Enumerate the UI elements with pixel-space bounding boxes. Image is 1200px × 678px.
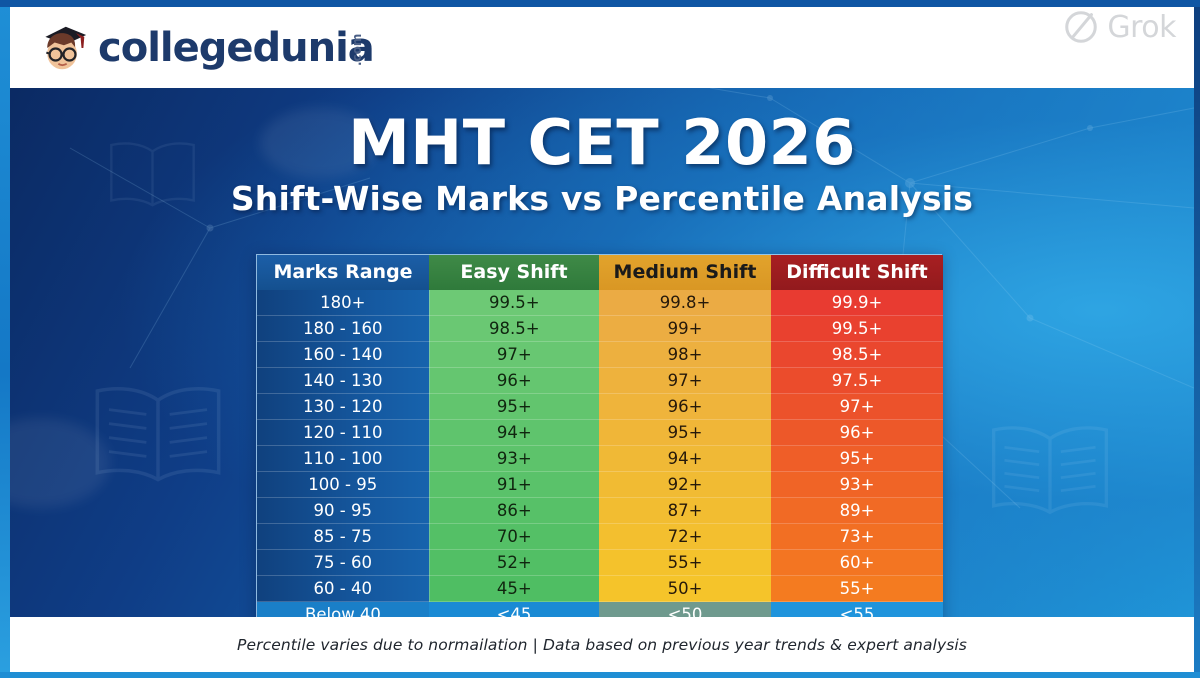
cell-easy-shift: 96+: [429, 367, 599, 394]
column-header-difficult-shift: Difficult Shift: [771, 255, 943, 290]
cell-difficult-shift: <55: [771, 601, 943, 617]
page-subtitle: Shift-Wise Marks vs Percentile Analysis: [230, 179, 974, 219]
table-row: 110 - 100 93+ 94+ 95+: [257, 445, 943, 472]
cell-difficult-shift: 95+: [771, 445, 943, 472]
cell-medium-shift: 50+: [599, 575, 771, 602]
cell-marks-range: 180+: [257, 290, 430, 316]
cell-difficult-shift: 55+: [771, 575, 943, 602]
light-blob: [260, 108, 380, 178]
cell-medium-shift: 95+: [599, 419, 771, 446]
table-header-row: Marks Range Easy Shift Medium Shift Diff…: [257, 255, 943, 290]
table-row: 85 - 75 70+ 72+ 73+: [257, 523, 943, 550]
cell-easy-shift: 91+: [429, 471, 599, 498]
open-book-icon: [110, 142, 195, 207]
cell-medium-shift: 94+: [599, 445, 771, 472]
cell-easy-shift: 95+: [429, 393, 599, 420]
cell-marks-range: 60 - 40: [257, 575, 430, 602]
page-title: MHT CET 2026: [348, 106, 856, 179]
cell-medium-shift: 55+: [599, 549, 771, 576]
frame-accent-right: [1194, 0, 1200, 678]
frame-accent-top: [0, 0, 1200, 7]
cell-marks-range: Below 40: [257, 601, 429, 617]
cell-difficult-shift: 98.5+: [771, 341, 943, 368]
table-row: 120 - 110 94+ 95+ 96+: [257, 419, 943, 446]
title-block: MHT CET 2026 Shift-Wise Marks vs Percent…: [10, 110, 1194, 218]
table-row: 60 - 40 45+ 50+ 55+: [257, 575, 943, 602]
table-row: Below 40 <45 <50 <55: [257, 601, 943, 617]
brand-tld: .com: [350, 33, 365, 66]
cell-marks-range: 120 - 110: [257, 419, 430, 446]
open-book-icon: [95, 387, 221, 482]
cell-medium-shift: 92+: [599, 471, 771, 498]
cell-marks-range: 100 - 95: [257, 471, 430, 498]
cell-easy-shift: 99.5+: [429, 290, 599, 316]
cell-marks-range: 85 - 75: [257, 523, 430, 550]
column-header-medium-shift: Medium Shift: [599, 255, 771, 290]
brand-logo[interactable]: collegedunia .com: [38, 22, 375, 74]
cell-easy-shift: 98.5+: [429, 315, 599, 342]
cell-easy-shift: 45+: [429, 575, 599, 602]
cell-difficult-shift: 73+: [771, 523, 943, 550]
cell-easy-shift: <45: [429, 601, 599, 617]
disclaimer-note: Percentile varies due to normailation | …: [237, 635, 967, 654]
cell-easy-shift: 86+: [429, 497, 599, 524]
cell-marks-range: 110 - 100: [257, 445, 430, 472]
table-row: 90 - 95 86+ 87+ 89+: [257, 497, 943, 524]
graduate-student-avatar-icon: [45, 26, 87, 69]
cell-medium-shift: 98+: [599, 341, 771, 368]
cell-medium-shift: 99.8+: [599, 290, 771, 316]
frame-accent-left: [0, 0, 10, 678]
table-row: 140 - 130 96+ 97+ 97.5+: [257, 367, 943, 394]
cell-marks-range: 140 - 130: [257, 367, 430, 394]
grok-watermark: Grok: [1062, 8, 1176, 46]
cell-marks-range: 160 - 140: [257, 341, 430, 368]
cell-medium-shift: <50: [599, 601, 771, 617]
cell-difficult-shift: 89+: [771, 497, 943, 524]
cell-easy-shift: 70+: [429, 523, 599, 550]
brand-name-text: collegedunia: [98, 24, 375, 71]
cell-marks-range: 90 - 95: [257, 497, 430, 524]
frame-accent-bottom: [0, 672, 1200, 678]
brand-name: collegedunia .com: [98, 24, 375, 71]
grok-label: Grok: [1107, 9, 1176, 45]
cell-difficult-shift: 96+: [771, 419, 943, 446]
cell-marks-range: 180 - 160: [257, 315, 430, 342]
table-row: 130 - 120 95+ 96+ 97+: [257, 393, 943, 420]
hero-stage: MHT CET 2026 Shift-Wise Marks vs Percent…: [10, 88, 1194, 617]
cell-difficult-shift: 60+: [771, 549, 943, 576]
cell-marks-range: 75 - 60: [257, 549, 430, 576]
cell-marks-range: 130 - 120: [257, 393, 430, 420]
table-row: 100 - 95 91+ 92+ 93+: [257, 471, 943, 498]
table-row: 180 - 160 98.5+ 99+ 99.5+: [257, 315, 943, 342]
table-row: 75 - 60 52+ 55+ 60+: [257, 549, 943, 576]
cell-difficult-shift: 97+: [771, 393, 943, 420]
cell-difficult-shift: 99.5+: [771, 315, 943, 342]
column-header-marks-range: Marks Range: [257, 255, 429, 290]
cell-medium-shift: 99+: [599, 315, 771, 342]
grok-circle-slash-icon: [1065, 11, 1098, 43]
footer-bar: Percentile varies due to normailation | …: [10, 617, 1194, 672]
cell-medium-shift: 97+: [599, 367, 771, 394]
cell-medium-shift: 72+: [599, 523, 771, 550]
marks-percentile-table: Marks Range Easy Shift Medium Shift Diff…: [256, 254, 943, 617]
cell-medium-shift: 87+: [599, 497, 771, 524]
table-row: 160 - 140 97+ 98+ 98.5+: [257, 341, 943, 368]
table-row: 180+ 99.5+ 99.8+ 99.9+: [257, 290, 943, 316]
column-header-easy-shift: Easy Shift: [429, 255, 599, 290]
cell-easy-shift: 97+: [429, 341, 599, 368]
cell-easy-shift: 52+: [429, 549, 599, 576]
open-book-icon: [992, 426, 1108, 515]
cell-difficult-shift: 99.9+: [771, 290, 943, 316]
cell-medium-shift: 96+: [599, 393, 771, 420]
cell-difficult-shift: 97.5+: [771, 367, 943, 394]
cell-easy-shift: 93+: [429, 445, 599, 472]
cell-easy-shift: 94+: [429, 419, 599, 446]
brand-header: collegedunia .com: [10, 7, 1194, 88]
cell-difficult-shift: 93+: [771, 471, 943, 498]
table-body: 180+ 99.5+ 99.8+ 99.9+ 180 - 160 98.5+ 99+ 99.5…: [257, 290, 943, 617]
